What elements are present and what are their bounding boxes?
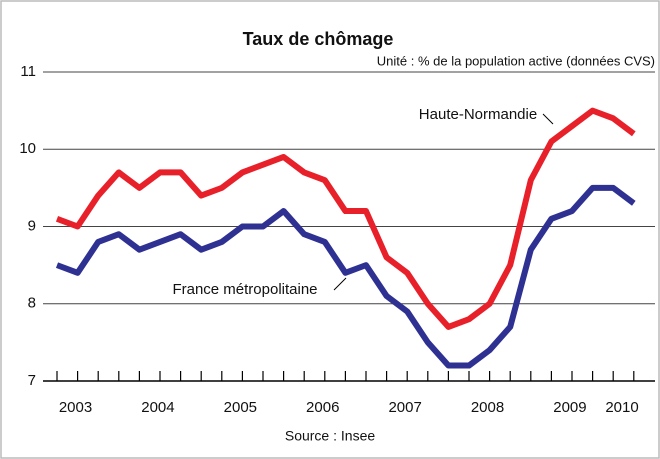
x-tick-label: 2005 xyxy=(224,399,257,416)
y-tick-label: 7 xyxy=(28,372,36,389)
series-annotation: France métropolitaine xyxy=(172,281,317,298)
x-tick-label: 2010 xyxy=(605,399,638,416)
source: Source : Insee xyxy=(285,428,375,444)
series-line xyxy=(55,107,636,330)
y-tick-label: 8 xyxy=(28,295,36,312)
series-annotation: Haute-Normandie xyxy=(419,106,537,123)
x-tick-label: 2004 xyxy=(141,399,174,416)
chart-subtitle: Unité : % de la population active (donné… xyxy=(377,53,655,68)
annotation-leader xyxy=(542,113,554,125)
annotation-leader xyxy=(333,277,347,291)
x-tick-label: 2003 xyxy=(59,399,92,416)
y-tick-label: 9 xyxy=(28,217,36,234)
x-tick-label: 2007 xyxy=(388,399,421,416)
x-tick-label: 2009 xyxy=(553,399,586,416)
y-tick-label: 11 xyxy=(20,63,36,80)
chart-title: Taux de chômage xyxy=(243,29,394,49)
x-tick-label: 2006 xyxy=(306,399,339,416)
x-tick-label: 2008 xyxy=(471,399,504,416)
y-tick-label: 10 xyxy=(19,140,36,157)
series-line xyxy=(55,184,636,369)
